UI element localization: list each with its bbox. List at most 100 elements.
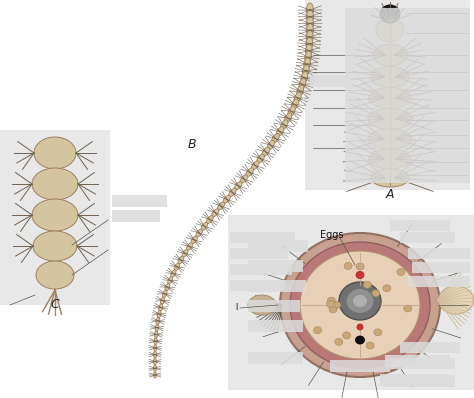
Text: A: A (386, 188, 394, 201)
Text: l: l (236, 304, 238, 312)
Bar (248, 260, 303, 272)
Ellipse shape (301, 72, 308, 84)
Ellipse shape (356, 271, 364, 279)
Ellipse shape (333, 302, 341, 308)
Ellipse shape (369, 149, 411, 169)
Ellipse shape (307, 3, 313, 17)
Ellipse shape (369, 88, 411, 109)
Ellipse shape (154, 351, 157, 358)
Ellipse shape (368, 129, 412, 149)
Bar (385, 355, 450, 367)
Ellipse shape (357, 324, 363, 330)
Ellipse shape (356, 263, 364, 270)
Ellipse shape (306, 37, 313, 51)
Ellipse shape (307, 17, 313, 30)
Bar (248, 352, 303, 364)
Ellipse shape (307, 23, 313, 37)
Ellipse shape (32, 199, 78, 231)
Ellipse shape (300, 251, 420, 359)
Ellipse shape (329, 306, 337, 313)
Ellipse shape (154, 345, 157, 351)
Bar (230, 232, 295, 243)
Ellipse shape (335, 338, 343, 345)
Bar (390, 358, 455, 369)
Ellipse shape (165, 283, 170, 291)
Ellipse shape (383, 285, 391, 292)
Ellipse shape (299, 78, 306, 90)
Ellipse shape (34, 137, 76, 169)
Ellipse shape (339, 282, 381, 320)
Bar (0, 130, 110, 305)
Bar (248, 280, 306, 292)
Ellipse shape (267, 140, 275, 150)
Bar (230, 264, 292, 275)
Ellipse shape (171, 270, 176, 277)
Ellipse shape (33, 231, 77, 261)
Ellipse shape (251, 161, 259, 170)
Ellipse shape (302, 64, 309, 77)
Ellipse shape (372, 290, 380, 297)
Bar (330, 360, 390, 372)
Bar (112, 210, 160, 222)
Ellipse shape (32, 168, 78, 200)
Ellipse shape (284, 113, 292, 123)
Ellipse shape (373, 44, 407, 66)
Bar (412, 262, 470, 273)
Ellipse shape (174, 263, 180, 271)
Ellipse shape (182, 250, 188, 257)
Ellipse shape (380, 5, 400, 23)
Bar (390, 220, 450, 231)
Bar (408, 276, 470, 287)
Ellipse shape (163, 290, 167, 298)
Ellipse shape (397, 269, 405, 275)
Ellipse shape (343, 332, 351, 339)
Ellipse shape (155, 324, 159, 331)
Ellipse shape (294, 92, 301, 103)
Ellipse shape (36, 261, 74, 289)
Ellipse shape (154, 358, 156, 365)
Ellipse shape (262, 147, 270, 156)
Bar (305, 0, 470, 190)
Ellipse shape (304, 58, 310, 70)
Text: C: C (51, 298, 59, 311)
Ellipse shape (154, 365, 156, 371)
Ellipse shape (314, 327, 322, 334)
Bar (248, 300, 300, 312)
Ellipse shape (327, 300, 335, 308)
Ellipse shape (297, 85, 304, 97)
Ellipse shape (346, 289, 374, 314)
Ellipse shape (235, 181, 242, 190)
Ellipse shape (196, 229, 202, 237)
Ellipse shape (438, 286, 474, 314)
Ellipse shape (353, 295, 367, 307)
Ellipse shape (307, 10, 313, 24)
Ellipse shape (290, 242, 430, 368)
Ellipse shape (291, 99, 299, 110)
Ellipse shape (154, 372, 156, 378)
Ellipse shape (256, 154, 264, 163)
Ellipse shape (371, 66, 409, 88)
Ellipse shape (288, 106, 295, 117)
Ellipse shape (305, 51, 311, 64)
Ellipse shape (161, 297, 165, 304)
Bar (408, 248, 470, 259)
Ellipse shape (212, 209, 219, 217)
Ellipse shape (191, 236, 197, 244)
Ellipse shape (374, 329, 382, 336)
Ellipse shape (168, 277, 173, 284)
Text: Eggs: Eggs (320, 230, 344, 240)
Ellipse shape (159, 304, 163, 311)
Ellipse shape (154, 338, 157, 345)
Ellipse shape (306, 44, 312, 57)
Ellipse shape (218, 202, 225, 210)
Bar (310, 75, 348, 87)
Bar (228, 215, 474, 390)
Ellipse shape (404, 305, 412, 312)
Ellipse shape (371, 169, 409, 187)
Ellipse shape (186, 243, 192, 250)
Bar (380, 374, 448, 385)
Ellipse shape (366, 342, 374, 349)
Ellipse shape (240, 175, 248, 183)
Ellipse shape (157, 310, 161, 318)
Bar (112, 195, 167, 207)
